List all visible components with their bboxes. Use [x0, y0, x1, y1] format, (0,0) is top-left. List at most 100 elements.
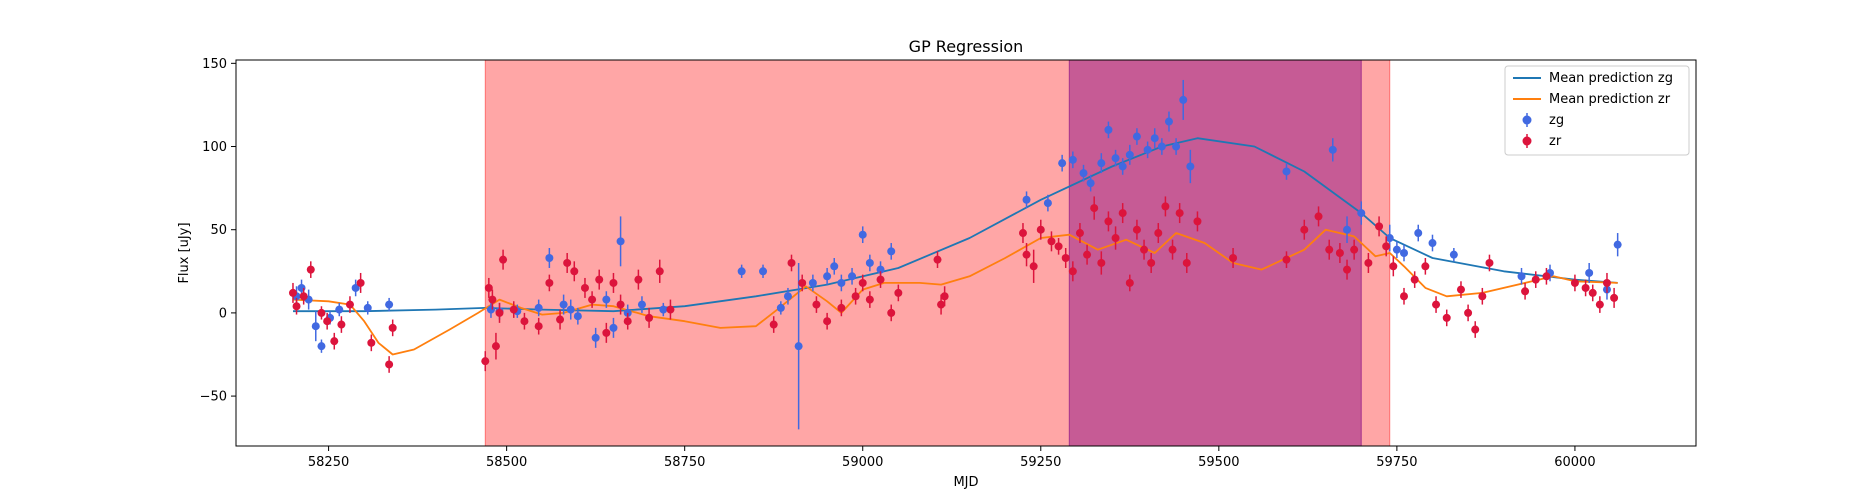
data-point-zr	[1485, 254, 1494, 272]
data-point-zr	[1300, 219, 1309, 240]
point-marker	[1350, 245, 1359, 254]
point-marker	[1058, 159, 1067, 168]
point-marker	[486, 305, 495, 314]
point-marker	[1061, 253, 1070, 262]
point-marker	[1068, 267, 1077, 276]
point-marker	[808, 278, 817, 287]
point-marker	[491, 342, 500, 351]
point-marker	[323, 317, 332, 326]
point-marker	[759, 267, 768, 276]
point-marker	[858, 230, 867, 239]
point-marker	[1314, 212, 1323, 221]
data-points	[288, 79, 1622, 430]
data-point-zr	[1193, 211, 1202, 232]
data-point-zg	[1079, 164, 1088, 182]
data-point-zg	[887, 243, 896, 260]
data-point-zg	[1328, 138, 1337, 162]
legend-label-zg-points: zg	[1549, 113, 1564, 128]
point-marker	[595, 275, 604, 284]
point-marker	[1186, 162, 1195, 171]
data-point-zr	[1595, 296, 1604, 313]
point-marker	[1175, 209, 1184, 218]
data-point-zr	[655, 259, 664, 283]
data-point-zr	[1531, 271, 1540, 288]
data-point-zr	[292, 297, 301, 315]
point-marker	[876, 275, 885, 284]
data-point-zr	[1314, 206, 1323, 227]
data-point-zr	[580, 277, 589, 298]
point-marker	[1542, 272, 1551, 281]
point-marker	[1602, 278, 1611, 287]
point-marker	[1400, 292, 1408, 301]
data-point-zg	[1428, 234, 1437, 252]
data-point-zr	[602, 322, 611, 343]
point-marker	[1432, 300, 1441, 309]
data-point-zg	[545, 248, 554, 268]
data-point-zg	[1400, 244, 1408, 262]
data-point-zr	[1036, 219, 1045, 240]
data-point-zg	[659, 302, 668, 317]
point-marker	[317, 342, 326, 351]
point-marker	[1570, 278, 1579, 287]
data-point-zr	[1104, 211, 1113, 232]
point-marker	[602, 295, 611, 304]
point-marker	[499, 255, 508, 264]
point-marker	[1097, 258, 1106, 267]
data-point-zg	[783, 287, 792, 305]
data-point-zg	[1111, 149, 1120, 167]
point-marker	[292, 302, 301, 311]
point-marker	[1022, 250, 1031, 259]
point-marker	[1581, 283, 1590, 292]
x-axis-label: MJD	[953, 475, 978, 490]
x-tick-label: 59750	[1376, 455, 1417, 470]
point-marker	[356, 278, 365, 287]
point-marker	[659, 305, 668, 314]
data-point-zr	[1602, 272, 1611, 293]
point-marker	[1068, 155, 1077, 164]
data-point-zr	[1018, 223, 1027, 244]
data-point-zr	[1111, 226, 1120, 250]
point-marker	[484, 283, 493, 292]
data-point-zr	[1610, 287, 1619, 308]
data-point-zr	[823, 312, 832, 330]
data-point-zr	[556, 309, 565, 330]
point-marker	[520, 317, 529, 326]
data-point-zr	[570, 261, 579, 282]
chart-title: GP Regression	[909, 37, 1024, 56]
data-point-zr	[1432, 296, 1441, 313]
point-marker	[1150, 134, 1159, 143]
point-marker	[798, 278, 807, 287]
data-point-zg	[1043, 194, 1052, 212]
data-point-zr	[330, 332, 339, 350]
x-tick-label: 59500	[1198, 455, 1239, 470]
data-point-zg	[1357, 201, 1366, 225]
data-point-zr	[1471, 321, 1480, 338]
point-marker	[385, 360, 394, 369]
point-marker	[823, 317, 832, 326]
data-point-zr	[288, 282, 297, 303]
data-point-zr	[1542, 267, 1551, 285]
data-point-zr	[367, 334, 376, 352]
point-marker	[1140, 245, 1149, 254]
data-point-zr	[1375, 216, 1384, 237]
data-point-zg	[1164, 111, 1173, 132]
data-point-zr	[1175, 203, 1184, 224]
y-tick-label: 0	[219, 306, 227, 321]
point-marker	[481, 357, 490, 366]
data-point-zr	[1168, 239, 1177, 260]
data-point-zg	[776, 301, 785, 315]
data-point-zr	[858, 274, 867, 292]
point-marker	[1018, 229, 1027, 238]
data-point-zr	[356, 272, 365, 293]
data-point-zr	[484, 277, 493, 298]
point-marker	[851, 292, 860, 301]
point-marker	[337, 320, 346, 329]
x-axis-ticks: 58250 58500 58750 59000 59250 59500 59750 60000	[308, 446, 1596, 470]
point-marker	[1588, 288, 1597, 297]
data-point-zr	[495, 302, 504, 323]
data-point-zr	[534, 317, 543, 335]
data-point-zr	[1325, 239, 1334, 260]
point-marker	[876, 265, 885, 274]
data-point-zr	[1521, 282, 1530, 300]
data-point-zr	[1282, 251, 1291, 268]
